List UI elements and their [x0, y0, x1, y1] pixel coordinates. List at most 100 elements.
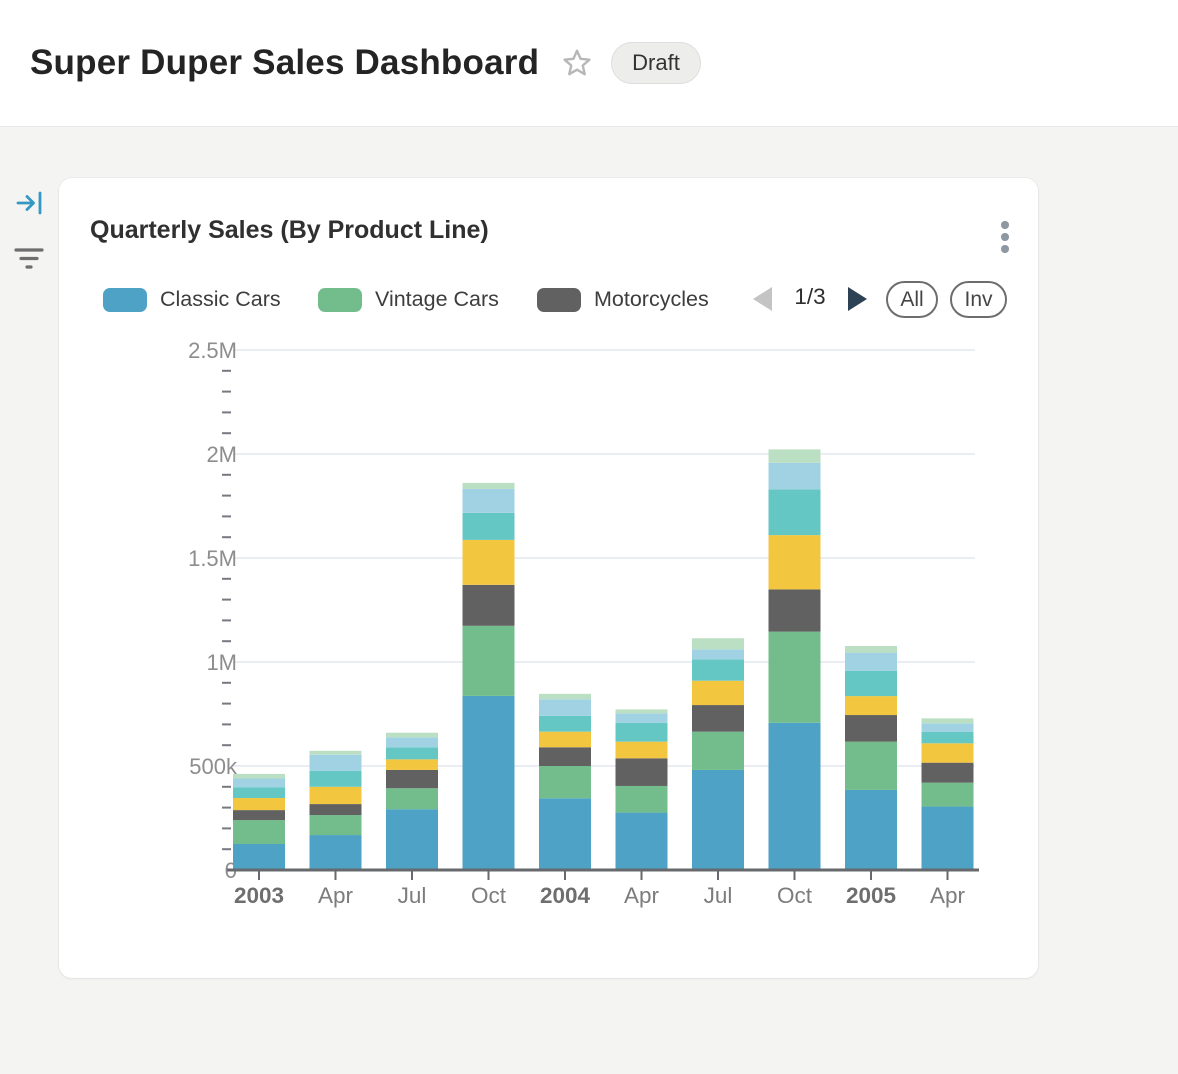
bar-segment[interactable] — [845, 715, 897, 742]
bar-segment[interactable] — [692, 680, 744, 706]
bar-segment[interactable] — [539, 699, 591, 716]
svg-text:500k: 500k — [189, 754, 238, 779]
bar-segment[interactable] — [845, 670, 897, 697]
kebab-dot — [1001, 245, 1009, 253]
bar-segment[interactable] — [845, 789, 897, 870]
bar-segment[interactable] — [615, 758, 668, 786]
bar-segment[interactable] — [539, 731, 591, 748]
kebab-dot — [1001, 233, 1009, 241]
bar-segment[interactable] — [615, 812, 668, 870]
bar-segment[interactable] — [921, 731, 974, 744]
legend-prev-page-icon[interactable] — [753, 287, 772, 311]
legend-select-all-button[interactable]: All — [886, 281, 938, 318]
bar-segment[interactable] — [462, 584, 515, 626]
bar-segment[interactable] — [233, 773, 285, 779]
bar-segment[interactable] — [386, 809, 438, 870]
bar-segment[interactable] — [921, 782, 974, 807]
bar-segment[interactable] — [768, 722, 821, 870]
bar-segment[interactable] — [615, 713, 668, 723]
bar-segment[interactable] — [921, 718, 974, 724]
bar-segment[interactable] — [921, 806, 974, 870]
bar-segment[interactable] — [921, 723, 974, 732]
bar-segment[interactable] — [768, 535, 821, 590]
bar-segment[interactable] — [539, 766, 591, 799]
page-title: Super Duper Sales Dashboard — [30, 43, 540, 82]
bar-segment[interactable] — [615, 709, 668, 714]
legend-invert-button[interactable]: Inv — [950, 281, 1007, 318]
bar-segment[interactable] — [768, 489, 821, 536]
collapse-sidebar-icon[interactable] — [15, 189, 45, 217]
svg-text:Oct: Oct — [471, 883, 507, 908]
y-axis-minor-ticks — [222, 369, 231, 851]
bar-segment[interactable] — [692, 659, 744, 681]
bar-segment[interactable] — [921, 762, 974, 783]
legend-label: Classic Cars — [160, 287, 281, 311]
bar-segment[interactable] — [386, 732, 438, 738]
legend-item-classic-cars[interactable]: Classic Cars — [103, 281, 281, 318]
bar-segment[interactable] — [386, 788, 438, 810]
filter-icon[interactable] — [14, 246, 44, 272]
legend-label: Motorcycles — [594, 287, 709, 311]
bar-segment[interactable] — [692, 649, 744, 660]
svg-text:2M: 2M — [206, 442, 237, 467]
bar-segment[interactable] — [845, 645, 897, 653]
bar-segment[interactable] — [462, 539, 515, 585]
bar-segment[interactable] — [309, 835, 362, 870]
bar-segment[interactable] — [233, 810, 285, 821]
legend-item-motorcycles[interactable]: Motorcycles — [537, 281, 709, 318]
bar-segment[interactable] — [462, 625, 515, 696]
bar-segment[interactable] — [462, 482, 515, 489]
bar-segment[interactable] — [539, 798, 591, 870]
bar-segment[interactable] — [845, 652, 897, 671]
bar-segment[interactable] — [462, 488, 515, 513]
bar-segment[interactable] — [539, 715, 591, 732]
bar-segment[interactable] — [386, 737, 438, 748]
bar-segment[interactable] — [768, 631, 821, 723]
bar-segment[interactable] — [692, 731, 744, 770]
bar-segment[interactable] — [692, 705, 744, 732]
bar-segment[interactable] — [692, 638, 744, 650]
bar-segment[interactable] — [386, 759, 438, 770]
x-axis-labels: 2003 Apr Jul Oct 2004 Apr Jul Oct 2005 Apr — [234, 883, 966, 908]
favorite-star-icon[interactable] — [561, 47, 593, 79]
svg-text:Apr: Apr — [318, 883, 354, 908]
bar-segment[interactable] — [921, 743, 974, 763]
bar-segment[interactable] — [768, 589, 821, 632]
bar-segment[interactable] — [768, 462, 821, 490]
bar-series[interactable] — [233, 449, 974, 870]
bar-segment[interactable] — [386, 747, 438, 760]
svg-text:2003: 2003 — [234, 883, 284, 908]
bar-segment[interactable] — [615, 741, 668, 759]
bar-segment[interactable] — [233, 778, 285, 788]
bar-segment[interactable] — [539, 747, 591, 766]
legend-swatch — [103, 287, 147, 312]
bar-segment[interactable] — [233, 844, 285, 870]
bar-segment[interactable] — [233, 820, 285, 844]
bar-segment[interactable] — [386, 769, 438, 789]
bar-segment[interactable] — [539, 693, 591, 700]
bar-segment[interactable] — [309, 750, 362, 755]
bar-segment[interactable] — [615, 785, 668, 813]
legend-next-page-icon[interactable] — [848, 287, 867, 311]
bar-segment[interactable] — [233, 798, 285, 811]
bar-segment[interactable] — [462, 695, 515, 870]
bar-segment[interactable] — [309, 754, 362, 771]
bar-segment[interactable] — [615, 722, 668, 742]
bar-segment[interactable] — [233, 787, 285, 799]
bar-segment[interactable] — [309, 786, 362, 805]
svg-text:Apr: Apr — [930, 883, 966, 908]
card-menu-button[interactable] — [993, 218, 1017, 256]
svg-text:Oct: Oct — [777, 883, 813, 908]
bar-segment[interactable] — [309, 815, 362, 836]
bar-segment[interactable] — [309, 804, 362, 816]
legend-swatch — [537, 287, 581, 312]
bar-segment[interactable] — [768, 449, 821, 463]
bar-segment[interactable] — [845, 696, 897, 716]
bar-segment[interactable] — [462, 512, 515, 540]
bar-segment[interactable] — [845, 741, 897, 790]
bar-segment[interactable] — [692, 769, 744, 870]
bar-segment[interactable] — [309, 770, 362, 787]
legend-item-vintage-cars[interactable]: Vintage Cars — [318, 281, 499, 318]
